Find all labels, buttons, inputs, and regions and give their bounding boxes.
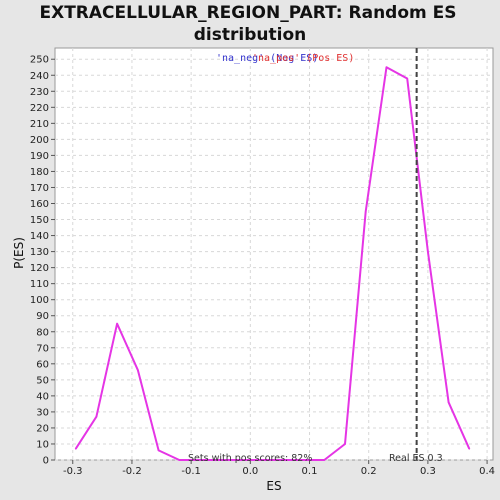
- data-point: [199, 459, 201, 461]
- y-tick-label: 250: [30, 55, 49, 66]
- y-tick-label: 50: [36, 375, 49, 386]
- x-axis-label: ES: [266, 479, 281, 493]
- y-axis-label: P(ES): [12, 237, 26, 269]
- data-point: [240, 459, 243, 461]
- real-es-annotation: Real ES 0.3: [389, 453, 443, 464]
- y-tick-label: 110: [30, 279, 49, 290]
- data-point: [137, 369, 139, 372]
- y-tick-label: 240: [30, 71, 49, 82]
- y-tick-label: 220: [30, 103, 49, 114]
- data-point: [157, 449, 160, 452]
- y-tick-label: 210: [30, 119, 49, 130]
- y-tick-label: 100: [30, 295, 49, 306]
- y-tick-label: 70: [36, 343, 49, 354]
- x-tick-label: 0.4: [479, 466, 495, 477]
- data-point: [95, 415, 98, 418]
- y-tick-label: 190: [30, 151, 49, 162]
- y-tick-label: 130: [30, 247, 49, 258]
- data-point: [447, 401, 450, 404]
- legend-pos-label: 'na_pos' (Pos ES): [252, 53, 354, 64]
- x-tick-label: -0.2: [122, 466, 142, 477]
- y-tick-label: 60: [36, 359, 49, 370]
- chart-title-line1: EXTRACELLULAR_REGION_PART: Random ES: [39, 3, 456, 23]
- data-point: [302, 459, 305, 461]
- x-tick-label: 0.2: [361, 466, 377, 477]
- y-tick-label: 150: [30, 215, 49, 226]
- y-tick-label: 200: [30, 135, 49, 146]
- data-point: [385, 66, 388, 69]
- y-tick-label: 180: [30, 167, 49, 178]
- data-point: [282, 459, 284, 461]
- y-tick-label: 140: [30, 231, 49, 242]
- legend-neg-label: 'na_neg' (Neg ES): [216, 53, 318, 64]
- x-axis: -0.3 -0.2 -0.1 0.0 0.1 0.2 0.3 0.4: [63, 460, 495, 477]
- y-tick-label: 80: [36, 327, 49, 338]
- y-tick-label: 160: [30, 199, 49, 210]
- y-tick-label: 40: [36, 391, 49, 402]
- data-point: [74, 447, 77, 450]
- series-layer: [74, 66, 471, 461]
- data-point: [364, 210, 367, 213]
- x-tick-label: -0.1: [181, 466, 201, 477]
- y-tick-label: 90: [36, 311, 49, 322]
- data-point: [406, 77, 408, 80]
- grid-layer: [55, 48, 493, 461]
- y-tick-label: 170: [30, 183, 49, 194]
- x-tick-label: 0.1: [302, 466, 318, 477]
- data-point: [178, 459, 181, 461]
- data-point: [427, 250, 429, 253]
- data-point: [219, 459, 222, 461]
- y-tick-label: 230: [30, 87, 49, 98]
- sets-with-pos-annotation: Sets with pos scores: 82%: [188, 453, 312, 464]
- es-distribution-line: [74, 66, 471, 461]
- data-point: [468, 447, 471, 450]
- data-point: [261, 459, 263, 461]
- y-tick-label: 120: [30, 263, 49, 274]
- y-axis: 0 10 20 30 40 50 60 70 80 90 100 110 120 130 140 150 160…: [30, 55, 55, 467]
- data-point: [116, 322, 118, 325]
- x-tick-label: -0.3: [63, 466, 83, 477]
- data-point: [323, 459, 326, 461]
- y-tick-label: 20: [36, 423, 49, 434]
- x-tick-label: 0.0: [242, 466, 258, 477]
- data-point: [344, 443, 346, 445]
- y-tick-label: 10: [36, 439, 49, 450]
- chart-title-line2: distribution: [194, 25, 306, 45]
- y-tick-label: 0: [43, 456, 49, 467]
- plot-area: [54, 47, 494, 461]
- x-tick-label: 0.3: [420, 466, 436, 477]
- y-tick-label: 30: [36, 407, 49, 418]
